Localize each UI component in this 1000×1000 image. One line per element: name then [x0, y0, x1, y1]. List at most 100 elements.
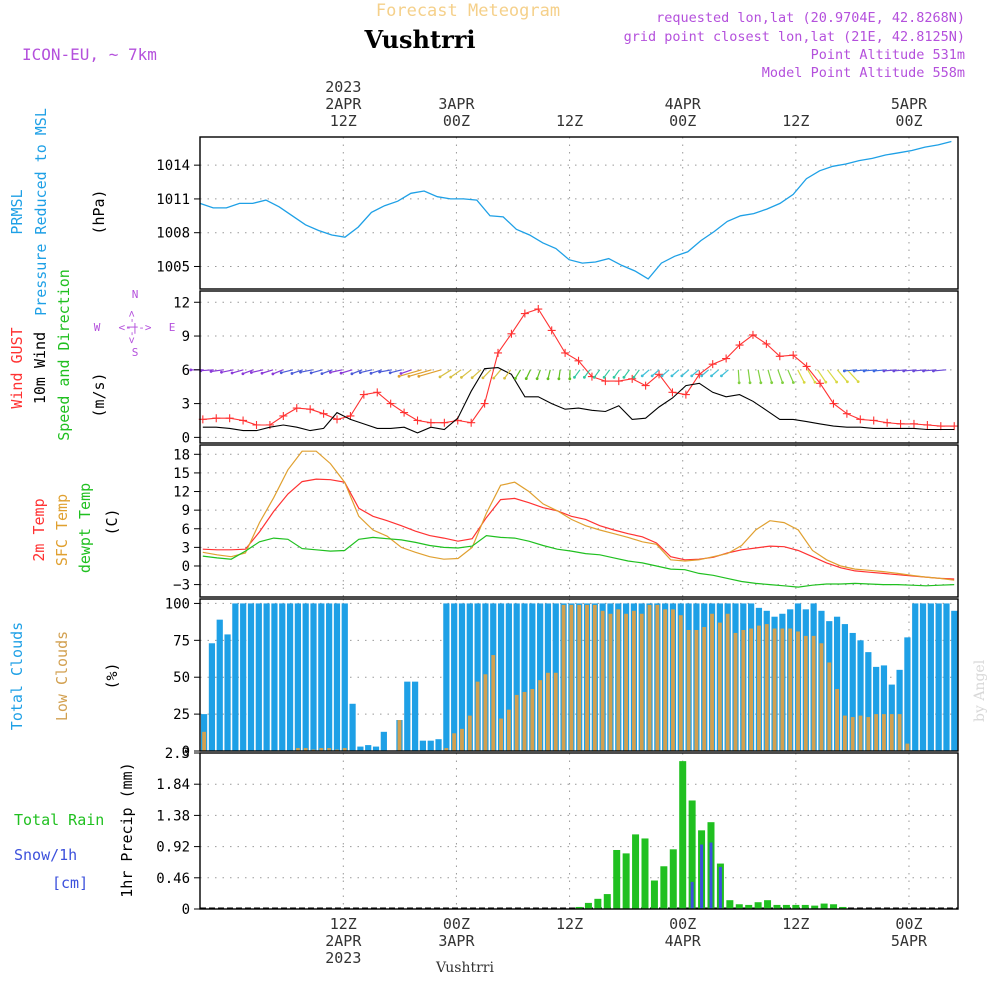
low-cloud-bar — [772, 628, 777, 751]
low-cloud-bar — [655, 604, 660, 751]
low-cloud-bar — [514, 694, 519, 751]
gust-marker — [909, 419, 918, 428]
total-cloud-bar — [341, 603, 348, 751]
y-tick-label: 15 — [173, 466, 190, 482]
wind-arrow-head — [309, 371, 313, 375]
wind-arrow-head — [720, 374, 723, 378]
rain-bar — [801, 904, 809, 909]
total-cloud-bar — [419, 740, 427, 751]
wind-direction-arrow — [747, 369, 751, 383]
wind-direction-arrow — [757, 369, 762, 383]
bottom-time-label: 2APR — [325, 932, 362, 950]
y-tick-label: 0.46 — [156, 871, 190, 887]
wind-direction-arrow — [661, 369, 670, 377]
low-cloud-bar — [452, 733, 457, 751]
gust-marker — [936, 422, 945, 431]
wind-arrow-head — [397, 374, 401, 378]
panel-frame — [199, 290, 959, 444]
rain-bar — [584, 902, 592, 909]
y-tick-label: 3 — [182, 397, 190, 413]
wind-direction-arrow — [210, 369, 224, 373]
wind-direction-arrow — [300, 369, 313, 373]
wind-arrow-head — [602, 375, 606, 379]
wind-direction-arrow — [633, 369, 640, 378]
low-cloud-bar — [741, 629, 746, 751]
y-tick-label: 100 — [165, 596, 190, 612]
wind-direction-arrow — [321, 369, 333, 375]
total-cloud-bar — [927, 603, 934, 751]
total-cloud-bar — [466, 603, 473, 751]
gust-marker — [856, 415, 865, 424]
gust-marker — [923, 420, 932, 429]
wind-direction-arrow — [379, 369, 392, 373]
low-cloud-bar — [319, 748, 324, 751]
low-cloud-bar — [538, 680, 543, 751]
wind-arrow-head — [481, 376, 485, 380]
low-cloud-bar — [686, 629, 691, 751]
snow-bar — [718, 866, 722, 909]
low-cloud-bar — [905, 743, 910, 751]
ylabel-direction: Speed and Direction — [55, 269, 73, 441]
bottom-time-label: 12Z — [782, 915, 809, 933]
wind-arrow-head — [546, 377, 550, 381]
wind-arrow-head — [568, 377, 572, 381]
low-cloud-bar — [522, 691, 527, 751]
low-cloud-bar — [639, 613, 644, 751]
snow-bar — [709, 842, 713, 909]
wind-direction-arrow — [691, 369, 700, 377]
total-cloud-bar — [951, 610, 958, 751]
ylabel-low-clouds: Low Clouds — [53, 631, 71, 721]
gust-marker — [239, 416, 248, 425]
compass-s: S — [132, 346, 139, 359]
bottom-time-label: 2023 — [325, 949, 361, 967]
low-cloud-bar — [600, 610, 605, 751]
wind-direction-arrow — [281, 369, 294, 374]
total-cloud-bar — [912, 603, 919, 751]
rain-bar — [735, 904, 743, 909]
y-tick-label: 6 — [182, 363, 190, 379]
top-time-label: 12Z — [782, 112, 809, 130]
wind-arrow-head — [862, 369, 866, 373]
snow-bar — [700, 844, 704, 909]
top-time-label: 00Z — [669, 112, 696, 130]
wind-direction-arrow — [261, 369, 274, 374]
low-cloud-bar — [592, 604, 597, 751]
total-cloud-bar — [935, 603, 942, 751]
ylabel-snow-unit: [cm] — [52, 874, 88, 892]
low-cloud-bar — [764, 624, 769, 751]
frame-layer — [194, 136, 959, 910]
low-cloud-bar — [827, 662, 832, 751]
low-cloud-bar — [475, 681, 480, 751]
wind-direction-arrow — [807, 369, 816, 383]
rain-bar — [773, 904, 781, 909]
total-cloud-bar — [232, 603, 239, 751]
total-cloud-bar — [294, 603, 301, 751]
total-cloud-bar — [380, 731, 387, 751]
wind-direction-arrow — [439, 369, 452, 378]
wind-direction-arrow — [721, 369, 729, 377]
low-cloud-bar — [397, 720, 402, 751]
gust-marker — [748, 330, 757, 339]
ylabel-snow: Snow/1h — [14, 846, 77, 864]
wind-arrow-head — [369, 371, 373, 375]
low-cloud-bar — [702, 627, 707, 751]
rain-bar — [622, 853, 630, 909]
wind-direction-arrow — [504, 369, 512, 379]
wind-arrow-head — [279, 371, 283, 375]
low-cloud-bar — [788, 628, 793, 751]
gust-marker — [547, 326, 556, 335]
low-cloud-bar — [506, 709, 511, 751]
low-cloud-bar — [678, 615, 683, 751]
y-tick-label: 0.92 — [156, 840, 190, 856]
gust-marker — [359, 390, 368, 399]
product-title: Forecast Meteogram — [376, 1, 560, 21]
total-cloud-bar — [255, 603, 262, 751]
panel-frame — [199, 598, 959, 752]
low-cloud-bar — [733, 632, 738, 751]
wind-arrow-head — [592, 375, 596, 379]
low-cloud-bar — [608, 613, 613, 751]
total-cloud-bar — [451, 603, 458, 751]
gust-marker — [440, 418, 449, 427]
wind-arrow-head — [399, 372, 403, 375]
total-cloud-bar — [458, 603, 466, 751]
